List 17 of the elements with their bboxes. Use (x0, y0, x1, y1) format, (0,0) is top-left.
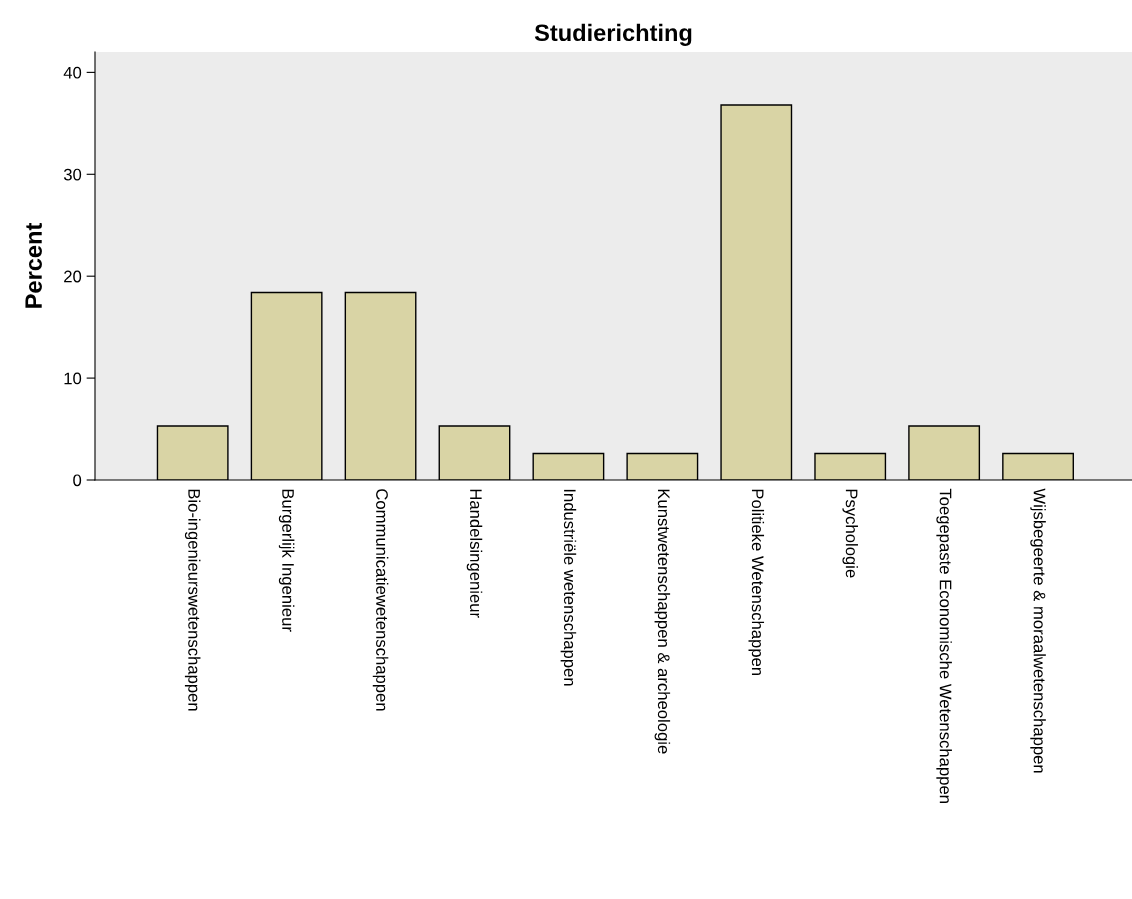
x-tick-label: Toegepaste Economische Wetenschappen (936, 488, 952, 803)
y-axis-title: Percent (25, 222, 42, 308)
y-tick-label: 0 (73, 474, 82, 487)
x-tick-label: Wijsbegeerte & moraalwetenschappen (1030, 488, 1046, 773)
y-tick-label: 20 (64, 270, 82, 283)
x-tick-label: Communicatiewetenschappen (372, 489, 389, 711)
x-tick-label: Bio-ingenieurswetenschappen (184, 489, 201, 711)
chart-title: Studierichting (534, 23, 692, 46)
y-tick-label: 10 (64, 372, 82, 385)
x-tick-label: Kunstwetenschappen & archeologie (654, 489, 671, 754)
x-tick-label: Industriële wetenschappen (560, 489, 577, 686)
x-tick-label: Psychologie (842, 489, 858, 578)
x-tick-label: Burgerlijk Ingenieur (278, 489, 295, 632)
y-tick-label: 30 (63, 168, 82, 181)
x-tick-label: Politieke Wetenschappen (748, 489, 765, 676)
x-tick-label: Handelsingenieur (466, 489, 483, 618)
y-tick-label: 40 (63, 66, 82, 79)
